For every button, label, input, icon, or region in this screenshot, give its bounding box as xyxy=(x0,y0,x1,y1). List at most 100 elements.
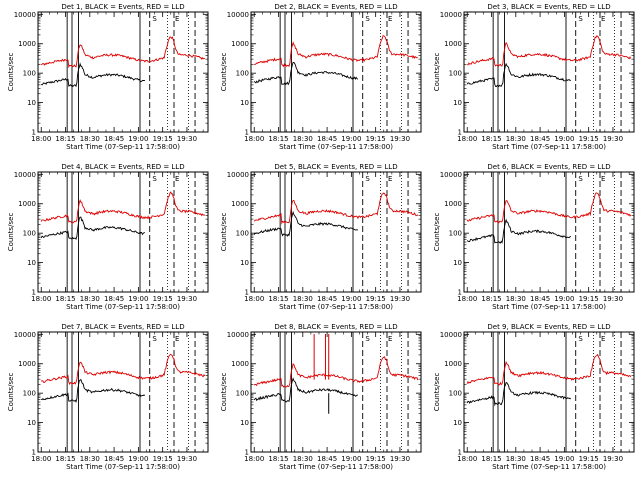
y-tick-label: 1000 xyxy=(231,200,249,208)
x-tick-label: 18:45 xyxy=(104,295,124,303)
y-tick-label: 1000 xyxy=(231,40,249,48)
annotation-label: E xyxy=(388,175,392,183)
y-tick-label: 10000 xyxy=(227,331,249,339)
x-tick-label: 18:00 xyxy=(31,135,51,143)
annotation-label: E xyxy=(388,15,392,23)
x-axis-label: Start Time (07-Sep-11 17:58:00) xyxy=(66,143,180,151)
x-tick-label: 19:30 xyxy=(603,295,623,303)
y-tick-label: 10000 xyxy=(440,171,462,179)
y-axis-label: Counts/sec xyxy=(7,53,15,92)
y-tick-label: 1000 xyxy=(18,360,36,368)
panel-title: Det 9, BLACK = Events, RED = LLD xyxy=(487,323,610,331)
annotation-label: S xyxy=(152,175,157,183)
y-tick-label: 1 xyxy=(32,289,36,297)
x-tick-label: 18:15 xyxy=(481,455,501,463)
x-tick-label: 18:00 xyxy=(457,135,477,143)
y-tick-label: 10000 xyxy=(14,171,36,179)
y-axis-label: Counts/sec xyxy=(220,53,228,92)
x-tick-label: 19:00 xyxy=(341,295,361,303)
y-axis-label: Counts/sec xyxy=(433,213,441,252)
plot-frame xyxy=(37,11,209,133)
x-tick-label: 18:45 xyxy=(530,295,550,303)
panel-title: Det 4, BLACK = Events, RED = LLD xyxy=(61,163,184,171)
x-tick-label: 19:00 xyxy=(554,455,574,463)
y-tick-label: 10 xyxy=(453,419,462,427)
y-tick-label: 100 xyxy=(449,70,462,78)
y-tick-label: 1 xyxy=(245,129,249,137)
y-tick-label: 100 xyxy=(236,70,249,78)
y-tick-label: 1 xyxy=(245,289,249,297)
x-axis-label: Start Time (07-Sep-11 17:58:00) xyxy=(279,303,393,311)
x-tick-label: 18:00 xyxy=(244,295,264,303)
x-tick-label: 19:15 xyxy=(153,455,173,463)
y-tick-label: 100 xyxy=(23,390,36,398)
x-axis-label: Start Time (07-Sep-11 17:58:00) xyxy=(492,143,606,151)
x-tick-label: 18:30 xyxy=(80,455,100,463)
y-tick-label: 10000 xyxy=(14,331,36,339)
x-tick-label: 19:15 xyxy=(579,135,599,143)
annotation-label: E xyxy=(388,335,392,343)
panel-6: Det 6, BLACK = Events, RED = LLD 1 10 100 10… xyxy=(433,163,635,311)
panel-title: Det 1, BLACK = Events, RED = LLD xyxy=(61,3,184,11)
events-series-line xyxy=(253,377,358,403)
plot-frame xyxy=(463,331,635,453)
x-tick-label: 19:00 xyxy=(554,135,574,143)
y-tick-label: 100 xyxy=(236,230,249,238)
x-tick-label: 19:30 xyxy=(603,135,623,143)
y-tick-label: 10 xyxy=(27,99,36,107)
lld-series-line xyxy=(253,192,419,225)
y-axis-label: Counts/sec xyxy=(7,373,15,412)
panel-4: Det 4, BLACK = Events, RED = LLD 1 10 100 10… xyxy=(7,163,209,311)
events-series-line xyxy=(253,61,359,86)
events-series-line xyxy=(40,62,145,88)
annotation-label: S xyxy=(365,175,370,183)
plot-frame xyxy=(250,331,422,453)
x-tick-label: 18:30 xyxy=(506,295,526,303)
plot-frame xyxy=(37,331,209,453)
lld-series-line xyxy=(40,191,206,225)
x-tick-label: 19:00 xyxy=(341,455,361,463)
x-tick-label: 18:45 xyxy=(317,295,337,303)
annotation-label: S xyxy=(365,15,370,23)
plot-frame xyxy=(463,11,635,133)
x-tick-label: 19:15 xyxy=(366,455,386,463)
y-tick-label: 1 xyxy=(32,129,36,137)
y-tick-label: 1000 xyxy=(444,360,462,368)
y-tick-label: 10000 xyxy=(227,11,249,19)
y-tick-label: 10000 xyxy=(14,11,36,19)
y-tick-label: 10 xyxy=(240,259,249,267)
x-tick-label: 18:45 xyxy=(104,135,124,143)
y-tick-label: 1000 xyxy=(231,360,249,368)
y-axis-label: Counts/sec xyxy=(433,53,441,92)
panel-1: Det 1, BLACK = Events, RED = LLD 1 10 100 10… xyxy=(7,3,209,151)
x-tick-label: 18:15 xyxy=(268,455,288,463)
x-tick-label: 19:15 xyxy=(579,295,599,303)
x-axis-label: Start Time (07-Sep-11 17:58:00) xyxy=(492,463,606,471)
x-tick-label: 19:15 xyxy=(579,455,599,463)
x-tick-label: 18:00 xyxy=(31,295,51,303)
x-tick-label: 18:00 xyxy=(457,295,477,303)
y-tick-label: 100 xyxy=(23,70,36,78)
lld-series-line xyxy=(467,35,632,67)
x-axis-label: Start Time (07-Sep-11 17:58:00) xyxy=(279,463,393,471)
x-tick-label: 18:30 xyxy=(293,295,313,303)
x-tick-label: 18:30 xyxy=(506,455,526,463)
y-tick-label: 10 xyxy=(240,419,249,427)
x-tick-label: 19:30 xyxy=(390,455,410,463)
x-tick-label: 19:15 xyxy=(153,135,173,143)
plot-frame xyxy=(463,171,635,293)
events-series-line xyxy=(466,382,572,407)
y-tick-label: 1 xyxy=(458,289,462,297)
x-tick-label: 18:15 xyxy=(55,135,75,143)
panel-3: Det 3, BLACK = Events, RED = LLD 1 10 100 10… xyxy=(433,3,635,151)
x-axis-label: Start Time (07-Sep-11 17:58:00) xyxy=(279,143,393,151)
x-tick-label: 18:45 xyxy=(317,455,337,463)
plot-frame xyxy=(250,171,422,293)
lld-series-line xyxy=(254,35,418,68)
y-tick-label: 1000 xyxy=(18,200,36,208)
lld-series-line xyxy=(466,353,632,386)
y-tick-label: 1 xyxy=(458,449,462,457)
x-tick-label: 18:30 xyxy=(80,135,100,143)
panel-9: Det 9, BLACK = Events, RED = LLD 1 10 100 10… xyxy=(433,323,635,471)
panel-title: Det 8, BLACK = Events, RED = LLD xyxy=(274,323,397,331)
